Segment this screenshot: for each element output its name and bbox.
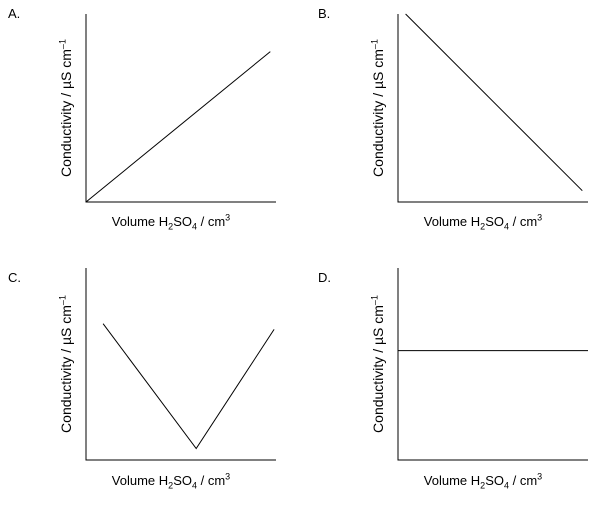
series-line	[102, 323, 275, 450]
x-axis-label-post: / cm	[197, 214, 226, 229]
panel-letter: D.	[318, 270, 331, 285]
x-axis-label-pre: Volume H	[423, 473, 481, 488]
y-axis-label: Conductivity / µS cm–1	[57, 295, 74, 433]
x-axis-label-mid: SO	[485, 214, 504, 229]
x-axis-label-mid: SO	[173, 473, 192, 488]
y-axis-label-text: Conductivity / µS cm	[370, 305, 386, 433]
axes	[397, 14, 588, 203]
x-axis-label: Volume H2SO4 / cm3	[423, 212, 543, 232]
x-axis-label-post: / cm	[509, 214, 538, 229]
y-axis-label-sup: –1	[57, 295, 68, 306]
series-line	[85, 51, 271, 203]
axes	[397, 268, 588, 461]
axes	[85, 268, 276, 461]
y-axis-label-text: Conductivity / µS cm	[370, 49, 386, 177]
x-axis-label: Volume H2SO4 / cm3	[423, 471, 543, 491]
y-axis-label-sup: –1	[57, 39, 68, 50]
y-axis-label-sup: –1	[369, 295, 380, 306]
x-axis-label-sub2: 4	[191, 221, 198, 232]
x-axis-label-sub1: 2	[480, 480, 486, 491]
x-axis-label-sub1: 2	[480, 221, 486, 232]
x-axis-label-sup: 3	[225, 471, 231, 482]
y-axis-label-text: Conductivity / µS cm	[58, 305, 74, 433]
x-axis-label: Volume H2SO4 / cm3	[111, 471, 231, 491]
panel-letter: C.	[8, 270, 21, 285]
panel-letter: B.	[318, 6, 331, 21]
x-axis-label-mid: SO	[485, 473, 504, 488]
x-axis-label-sup: 3	[537, 471, 543, 482]
axes	[85, 14, 276, 203]
x-axis-label-pre: Volume H	[111, 214, 169, 229]
y-axis-label: Conductivity / µS cm–1	[57, 39, 74, 177]
x-axis-label-sup: 3	[225, 212, 231, 223]
y-axis-label-text: Conductivity / µS cm	[58, 49, 74, 177]
x-axis-label-mid: SO	[173, 214, 192, 229]
panel-letter: A.	[8, 6, 21, 21]
x-axis-label-sup: 3	[537, 212, 543, 223]
x-axis-label-post: / cm	[509, 473, 538, 488]
x-axis-label-pre: Volume H	[111, 473, 169, 488]
x-axis-label-sub2: 4	[503, 480, 510, 491]
x-axis-label-post: / cm	[197, 473, 226, 488]
y-axis-label-sup: –1	[369, 39, 380, 50]
x-axis-label-sub2: 4	[191, 480, 198, 491]
x-axis-label-sub2: 4	[503, 221, 510, 232]
y-axis-label: Conductivity / µS cm–1	[369, 295, 386, 433]
x-axis-label-sub1: 2	[168, 221, 174, 232]
x-axis-label-sub1: 2	[168, 480, 174, 491]
y-axis-label: Conductivity / µS cm–1	[369, 39, 386, 177]
series-line	[405, 13, 583, 192]
x-axis-label: Volume H2SO4 / cm3	[111, 212, 231, 232]
x-axis-label-pre: Volume H	[423, 214, 481, 229]
